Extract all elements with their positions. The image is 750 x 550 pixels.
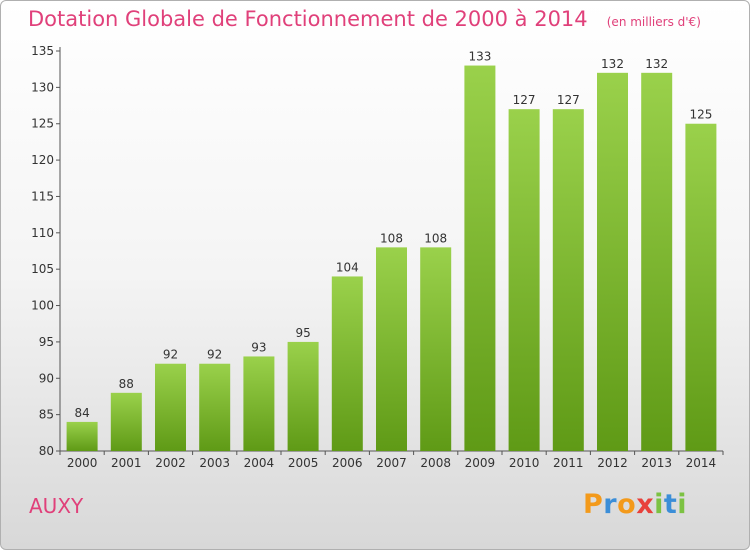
bar (331, 276, 363, 451)
x-tick-label: 2012 (597, 456, 628, 470)
x-tick-label: 2005 (288, 456, 319, 470)
bar-value-label: 125 (689, 108, 712, 122)
bar (376, 247, 407, 451)
y-tick-label: 110 (31, 226, 54, 240)
logo-letter: i (677, 489, 688, 520)
y-tick-label: 90 (39, 371, 54, 385)
logo-letter: o (617, 489, 637, 520)
x-tick-label: 2006 (332, 456, 363, 470)
logo-letter: t (663, 489, 678, 520)
x-tick-label: 2008 (420, 456, 451, 470)
x-tick-label: 2002 (155, 456, 186, 470)
x-tick-label: 2001 (111, 456, 142, 470)
x-tick-label: 2014 (686, 456, 717, 470)
bar-value-label: 127 (513, 93, 536, 107)
bar-value-label: 92 (207, 348, 222, 362)
y-tick-label: 85 (39, 408, 54, 422)
chart-subtitle: (en milliers d'€) (606, 15, 701, 29)
bar-value-label: 108 (380, 231, 403, 245)
x-tick-label: 2010 (509, 456, 540, 470)
bar (641, 72, 673, 452)
y-tick-label: 95 (39, 335, 54, 349)
logo-letter: r (603, 489, 618, 520)
x-tick-label: 2007 (376, 456, 407, 470)
bar (420, 247, 452, 451)
chart-axes: 80 85 90 95 100 105 110 115 120 125 130 135 (31, 44, 724, 458)
logo-letter: P (583, 489, 604, 520)
bar-value-label: 127 (557, 93, 580, 107)
y-tick-label: 120 (31, 153, 54, 167)
y-tick-label: 130 (31, 80, 54, 94)
bar-value-label: 108 (424, 231, 447, 245)
x-tick-label: 2009 (465, 456, 496, 470)
bar (110, 392, 142, 451)
x-tick-label: 2004 (244, 456, 275, 470)
bar-value-label: 92 (163, 348, 178, 362)
y-tick-label: 105 (31, 262, 54, 276)
bar (597, 72, 628, 452)
chart-title: Dotation Globale de Fonctionnement de 20… (28, 7, 588, 31)
y-tick-label: 100 (31, 299, 54, 313)
bar (243, 356, 275, 451)
bar (199, 363, 231, 451)
bar-value-label: 84 (74, 406, 89, 420)
bar-value-label: 88 (119, 377, 134, 391)
bar (155, 363, 186, 451)
y-tick-label: 115 (31, 189, 54, 203)
x-tick-label: 2013 (641, 456, 672, 470)
proxiti-logo: Proxiti (583, 489, 687, 520)
y-tick-label: 80 (39, 444, 54, 458)
y-tick-label: 135 (31, 44, 54, 58)
bar (552, 109, 584, 451)
x-tick-label: 2003 (199, 456, 230, 470)
bar (464, 65, 496, 451)
logo-letter: i (654, 489, 664, 520)
x-tick-label: 2000 (67, 456, 98, 470)
bar (66, 421, 98, 451)
bar-value-label: 132 (645, 57, 668, 71)
x-tick-label: 2011 (553, 456, 584, 470)
bar (685, 123, 717, 452)
bar-value-label: 104 (336, 260, 359, 274)
chart-bars (66, 65, 717, 452)
chart-header: Dotation Globale de Fonctionnement de 20… (28, 7, 701, 31)
bar-value-label: 93 (251, 340, 266, 354)
chart-labels: 84 2000 88 2001 92 2002 92 2003 93 2004 95 2005 104 2… (67, 50, 716, 470)
bar (508, 109, 540, 451)
bar-value-label: 133 (468, 50, 491, 64)
logo-letter: x (636, 489, 655, 520)
bar-value-label: 95 (295, 326, 310, 340)
bar (287, 341, 319, 451)
place-name: AUXY (29, 494, 84, 518)
y-tick-label: 125 (31, 117, 54, 131)
bar-value-label: 132 (601, 57, 624, 71)
